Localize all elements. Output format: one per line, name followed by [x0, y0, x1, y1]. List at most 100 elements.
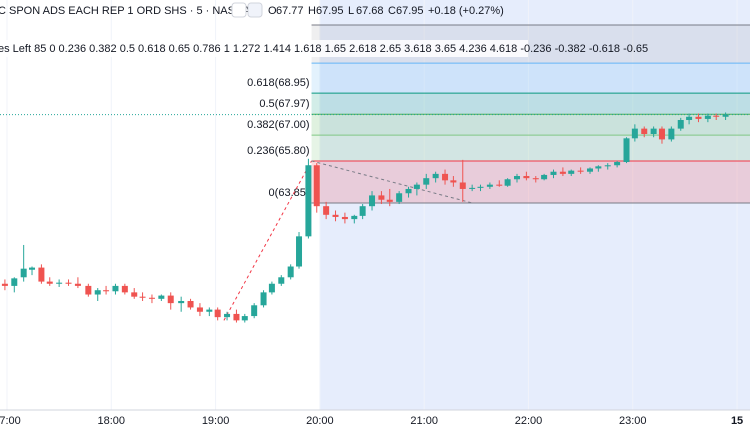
candle-body [614, 162, 621, 166]
candle-body [341, 216, 348, 220]
ohlc-label: C [388, 5, 396, 17]
candle-body [658, 128, 665, 140]
candle-body [631, 128, 638, 139]
candle-body [378, 195, 385, 200]
candle-body [469, 187, 476, 189]
candle-body [432, 173, 439, 179]
candle-body [496, 184, 503, 186]
candle-body [121, 285, 128, 293]
candle-body [260, 292, 267, 306]
candle-body [65, 282, 72, 284]
x-tick-label: 17:00 [0, 415, 21, 427]
x-tick-label: 20:00 [306, 415, 334, 427]
candle-body [38, 267, 45, 282]
trend-line [311, 160, 473, 204]
candle-body [351, 215, 358, 220]
candle-body [56, 282, 63, 284]
candle-body [112, 285, 119, 292]
candle-body [287, 266, 294, 278]
candle-body [686, 116, 693, 121]
candle-body [196, 307, 203, 312]
fib-zone [311, 93, 750, 115]
candle-body [167, 295, 174, 304]
candle-body [641, 128, 648, 135]
candle-body [595, 166, 602, 169]
candle-body [1, 283, 8, 286]
candle-body [94, 290, 101, 295]
ohlc-value: 67.77 [276, 5, 304, 17]
candle-body [214, 309, 221, 318]
candle-body [178, 300, 185, 304]
ohlc-change: +0.18 (+0.27%) [428, 5, 504, 17]
candle-body [139, 296, 146, 298]
fib-label: 0.5(67.97) [259, 98, 309, 110]
candle-body [504, 179, 511, 186]
visibility-button[interactable] [231, 2, 247, 18]
candle-body [323, 206, 330, 215]
candle-body [442, 173, 449, 181]
candle-body [359, 206, 366, 216]
chart-title: C SPON ADS EACH REP 1 ORD SHS · 5 · NASD… [0, 5, 259, 17]
candle-body [486, 184, 493, 187]
candle-body [20, 268, 27, 278]
x-tick-label: 22:00 [515, 415, 543, 427]
ohlc-label: O [268, 5, 277, 17]
candle-body [386, 199, 393, 202]
candle-body [296, 236, 303, 267]
x-tick-label: 15 [731, 415, 743, 427]
candle-body [722, 114, 729, 117]
fib-legend: es Left 85 0 0.236 0.382 0.5 0.618 0.65 … [0, 43, 648, 55]
candle-body [677, 120, 684, 129]
candle-body [131, 292, 138, 297]
marks-layer [1, 112, 729, 323]
candle-body [668, 128, 675, 140]
x-tick-label: 18:00 [98, 415, 126, 427]
candle-body [187, 300, 194, 308]
candle-body [369, 195, 376, 207]
candle-body [332, 214, 339, 217]
x-tick-label: 23:00 [619, 415, 647, 427]
candle-body [11, 278, 18, 286]
fib-zone [311, 160, 750, 203]
candle-body [514, 176, 521, 180]
fib-zone [311, 135, 750, 161]
candle-body [577, 170, 584, 172]
candle-body [695, 116, 702, 119]
candle-body [278, 277, 285, 284]
ohlc-value: 67.95 [396, 5, 424, 17]
candle-body [713, 115, 720, 117]
candle-body [477, 186, 484, 188]
candle-body [604, 165, 611, 167]
candle-body [29, 267, 36, 270]
ohlc-label: L [348, 5, 354, 17]
ohlc-value: 67.95 [316, 5, 344, 17]
candle-body [405, 188, 412, 194]
settings-button[interactable] [247, 2, 263, 18]
candle-body [85, 285, 92, 295]
candle-body [233, 313, 240, 321]
candle-body [623, 138, 630, 163]
candle-body [568, 170, 575, 174]
candle-body [313, 165, 320, 207]
candle-body [268, 283, 275, 293]
ohlc-value: 67.68 [356, 5, 384, 17]
candle-body [423, 178, 430, 185]
candle-body [587, 168, 594, 172]
candle-body [541, 174, 548, 180]
candle-body [74, 283, 81, 286]
candle-body [206, 309, 213, 312]
fib-label: 0.236(65.80) [247, 145, 309, 157]
candle-body [396, 193, 403, 202]
candle-body [158, 295, 165, 299]
x-tick-label: 21:00 [410, 415, 438, 427]
fib-label: 0(63.85) [269, 187, 310, 199]
candle-body [650, 128, 657, 135]
fib-label: 0.618(68.95) [247, 77, 309, 89]
x-tick-label: 19:00 [202, 415, 230, 427]
session-shading [319, 0, 750, 410]
candle-body [532, 178, 539, 180]
candle-body [550, 171, 557, 175]
candle-body [305, 165, 312, 237]
fib-label: 0.382(67.00) [247, 119, 309, 131]
candle-body [251, 305, 258, 317]
